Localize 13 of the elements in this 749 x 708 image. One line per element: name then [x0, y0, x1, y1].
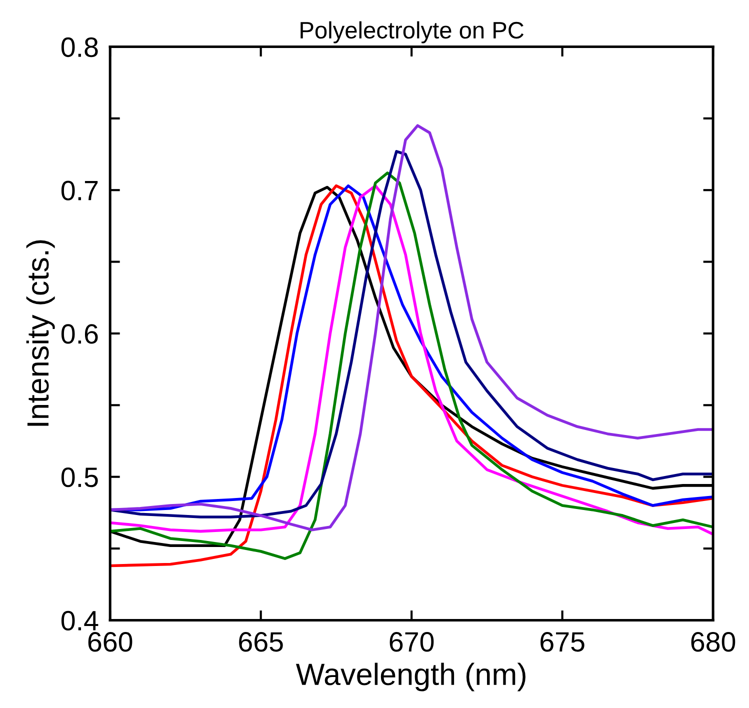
x-tick-label: 665 — [239, 632, 283, 652]
x-tick-label: 670 — [390, 632, 434, 652]
x-tick-label: 675 — [540, 632, 584, 652]
y-tick-label: 0.7 — [61, 180, 98, 200]
y-tick-label: 0.8 — [61, 37, 98, 58]
y-tick-label: 0.5 — [61, 468, 98, 488]
x-tick-label: 680 — [691, 632, 736, 652]
x-axis-title: Wavelength (nm) — [296, 662, 526, 692]
y-tick-label: 0.6 — [61, 324, 98, 344]
y-axis-title: Intensity (cts.) — [26, 240, 55, 426]
chart-title: Polyelectrolyte on PC — [300, 21, 524, 44]
x-tick-label: 660 — [88, 632, 132, 652]
y-tick-label: 0.4 — [61, 610, 98, 631]
